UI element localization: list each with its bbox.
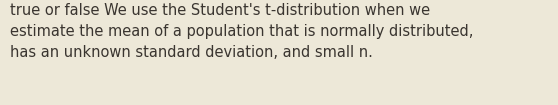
Text: true or false We use the Student's t-distribution when we
estimate the mean of a: true or false We use the Student's t-dis…	[10, 3, 473, 60]
